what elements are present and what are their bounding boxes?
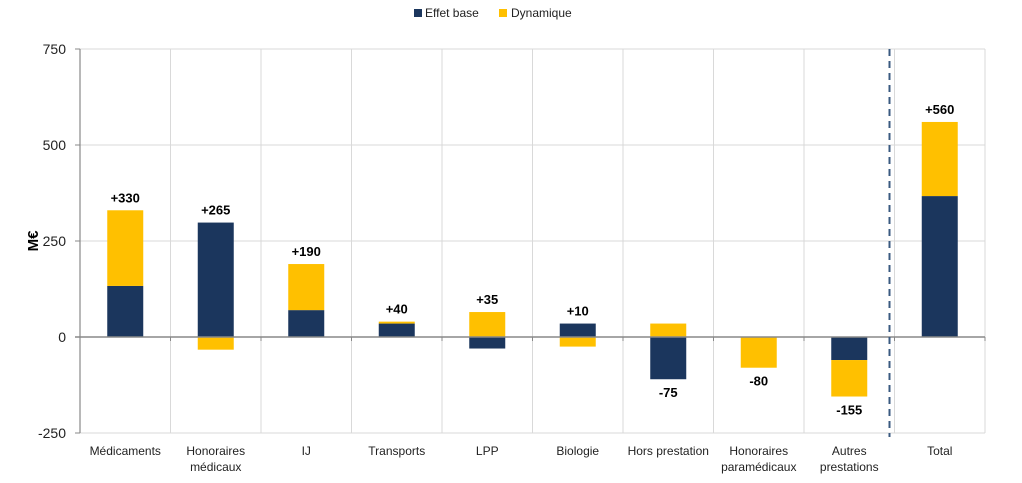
legend-label-dynamique: Dynamique	[511, 6, 572, 20]
legend-swatch-dynamique	[499, 9, 507, 17]
x-tick-label: prestations	[820, 460, 879, 474]
data-label: -80	[749, 374, 768, 389]
x-tick-label: LPP	[476, 444, 499, 458]
data-label: +190	[292, 244, 321, 259]
bar-effet-base	[559, 323, 596, 337]
bar-effet-base	[288, 310, 325, 337]
bar-dynamique	[469, 312, 506, 337]
y-tick-label: -250	[38, 425, 66, 441]
data-label: +35	[476, 292, 498, 307]
x-tick-label: Hors prestation	[628, 444, 709, 458]
bar-dynamique	[197, 337, 234, 350]
bar-effet-base	[378, 323, 415, 337]
bar-dynamique	[107, 210, 144, 286]
data-label: +265	[201, 203, 230, 218]
legend-swatch-effet-base	[414, 9, 422, 17]
data-label: +560	[925, 102, 954, 117]
x-tick-label: IJ	[302, 444, 311, 458]
x-tick-label: Total	[927, 444, 952, 458]
data-label: +10	[567, 304, 589, 319]
data-label: -155	[836, 403, 862, 418]
bar-dynamique	[650, 323, 687, 337]
bar-dynamique	[288, 264, 325, 311]
x-tick-label: Honoraires	[729, 444, 788, 458]
x-tick-label: Médicaments	[90, 444, 161, 458]
x-tick-label: Transports	[368, 444, 425, 458]
bar-effet-base	[650, 337, 687, 380]
y-tick-label: 750	[43, 41, 67, 57]
x-tick-label: Honoraires	[186, 444, 245, 458]
legend-label-effet-base: Effet base	[425, 6, 479, 20]
bar-dynamique	[559, 337, 596, 347]
y-tick-label: 500	[43, 137, 67, 153]
x-tick-label: médicaux	[190, 460, 241, 474]
bar-dynamique	[831, 360, 868, 397]
x-tick-label: Biologie	[556, 444, 599, 458]
y-axis-title: M€	[25, 230, 42, 251]
bar-dynamique	[378, 321, 415, 324]
y-tick-label: 250	[43, 233, 67, 249]
bar-effet-base	[921, 196, 958, 337]
bar-effet-base	[107, 285, 144, 337]
bar-effet-base	[831, 337, 868, 361]
bar-dynamique	[921, 121, 958, 197]
x-tick-label: Autres	[832, 444, 867, 458]
bar-effet-base	[197, 222, 234, 337]
data-label: -75	[659, 385, 678, 400]
data-label: +330	[111, 190, 140, 205]
x-tick-label: paramédicaux	[721, 460, 796, 474]
data-label: +40	[386, 302, 408, 317]
bar-effet-base	[469, 337, 506, 349]
bar-dynamique	[740, 337, 777, 368]
y-tick-label: 0	[58, 329, 66, 345]
